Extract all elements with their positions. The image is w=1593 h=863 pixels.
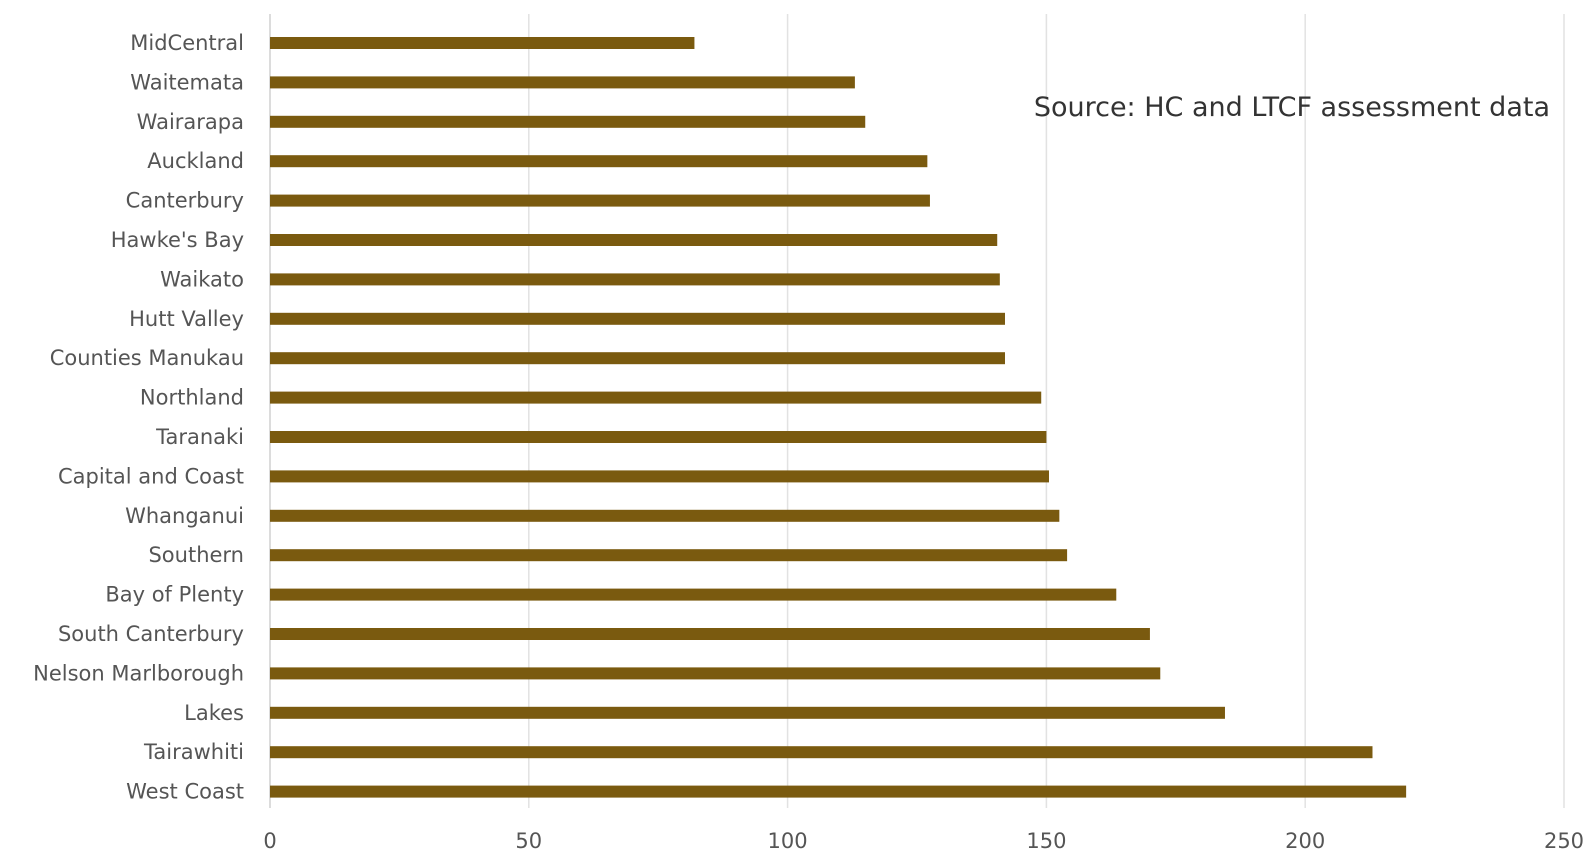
- x-tick-label: 50: [515, 829, 542, 853]
- bar-hawke-s-bay: [270, 234, 998, 246]
- category-label: Hawke's Bay: [111, 228, 244, 252]
- category-label: Nelson Marlborough: [33, 661, 244, 685]
- category-label: MidCentral: [130, 31, 244, 55]
- bar-waikato: [270, 273, 1000, 286]
- bar-southern: [270, 549, 1068, 562]
- x-tick-label: 0: [263, 829, 276, 853]
- category-label: Canterbury: [126, 189, 244, 213]
- category-label: Tairawhiti: [143, 740, 244, 764]
- category-label: Wairarapa: [137, 110, 244, 134]
- category-label: West Coast: [126, 780, 244, 804]
- bars: [270, 37, 1407, 798]
- bar-northland: [270, 391, 1042, 404]
- bar-lakes: [270, 706, 1225, 719]
- bar-midcentral: [270, 37, 695, 49]
- bar-capital-and-coast: [270, 470, 1049, 483]
- source-annotation: Source: HC and LTCF assessment data: [1034, 92, 1550, 123]
- category-label: Counties Manukau: [50, 346, 244, 370]
- category-label: Waitemata: [130, 70, 244, 94]
- bar-hutt-valley: [270, 312, 1005, 325]
- category-label: Hutt Valley: [129, 307, 244, 331]
- category-label: Whanganui: [125, 504, 244, 528]
- category-label: Northland: [140, 386, 244, 410]
- category-label: Southern: [148, 543, 244, 567]
- category-label: Taranaki: [155, 425, 244, 449]
- x-tick-label: 150: [1026, 829, 1066, 853]
- category-label: South Canterbury: [58, 622, 244, 646]
- bar-nelson-marlborough: [270, 667, 1161, 680]
- bar-wairarapa: [270, 115, 866, 128]
- bar-taranaki: [270, 431, 1047, 443]
- bar-waitemata: [270, 76, 855, 89]
- bar-south-canterbury: [270, 628, 1150, 640]
- x-tick-label: 200: [1285, 829, 1325, 853]
- category-label: Bay of Plenty: [105, 583, 244, 607]
- x-tick-label: 250: [1544, 829, 1584, 853]
- category-label: Capital and Coast: [58, 464, 244, 488]
- bar-west-coast: [270, 785, 1407, 798]
- bar-whanganui: [270, 509, 1060, 522]
- bar-canterbury: [270, 194, 930, 207]
- category-label: Waikato: [160, 267, 244, 291]
- bar-counties-manukau: [270, 352, 1005, 365]
- bar-tairawhiti: [270, 746, 1373, 759]
- x-tick-label: 100: [768, 829, 808, 853]
- category-label: Auckland: [147, 149, 244, 173]
- category-label: Lakes: [184, 701, 244, 725]
- category-labels: MidCentral Waitemata Wairarapa Auckland Cant…: [33, 31, 244, 804]
- gridlines: [269, 14, 1565, 808]
- bar-auckland: [270, 155, 928, 168]
- bar-bay-of-plenty: [270, 588, 1117, 601]
- x-tick-labels: 0 50 100 150 200 250: [263, 829, 1584, 853]
